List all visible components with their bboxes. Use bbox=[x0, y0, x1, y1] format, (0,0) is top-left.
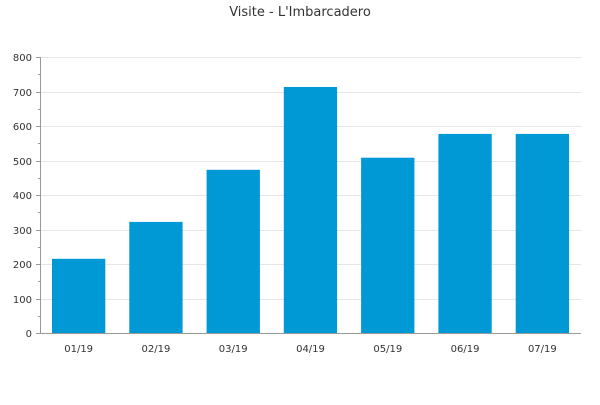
y-tick-label: 800 bbox=[13, 53, 32, 64]
bar-02-19 bbox=[129, 221, 183, 333]
y-tick-label: 500 bbox=[13, 157, 32, 168]
bar-03-19 bbox=[206, 169, 260, 333]
y-tick-label: 400 bbox=[13, 191, 32, 202]
bar-04-19 bbox=[283, 87, 338, 333]
x-tick-label: 04/19 bbox=[296, 344, 325, 355]
bar-05-19 bbox=[361, 157, 415, 333]
x-tick-label: 02/19 bbox=[142, 344, 171, 355]
y-tick-label: 600 bbox=[13, 122, 32, 133]
chart-title: Visite - L'Imbarcadero bbox=[229, 5, 371, 20]
x-tick-label: 03/19 bbox=[219, 344, 248, 355]
y-tick-label: 100 bbox=[13, 295, 32, 306]
x-tick-label: 06/19 bbox=[451, 344, 480, 355]
bars bbox=[52, 87, 569, 333]
x-tick-labels: 01/19 02/19 03/19 04/19 05/19 06/19 07/19 bbox=[64, 344, 557, 355]
x-tick-label: 01/19 bbox=[64, 344, 93, 355]
bar-01-19 bbox=[52, 258, 106, 333]
y-tick-labels: 0 100 200 300 400 500 600 700 800 bbox=[13, 53, 32, 340]
x-tick-label: 05/19 bbox=[373, 344, 402, 355]
y-tick-label: 200 bbox=[13, 260, 32, 271]
y-tick-label: 300 bbox=[13, 226, 32, 237]
y-tick-label: 0 bbox=[26, 329, 32, 340]
y-tick-label: 700 bbox=[13, 88, 32, 99]
bar-07-19 bbox=[515, 133, 569, 333]
bar-06-19 bbox=[438, 133, 492, 333]
x-tick-label: 07/19 bbox=[528, 344, 557, 355]
axes bbox=[36, 57, 581, 334]
